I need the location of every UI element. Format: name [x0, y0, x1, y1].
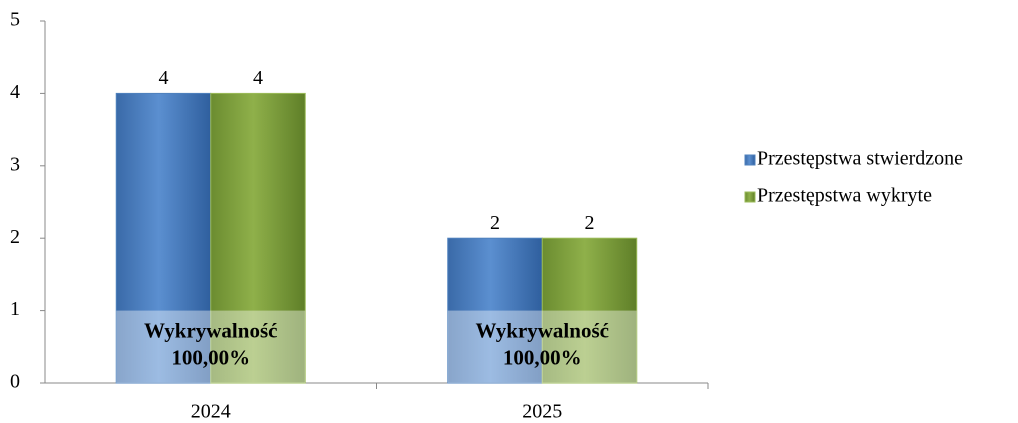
- annotation: 100,00%: [503, 345, 582, 369]
- bar: [447, 237, 543, 384]
- annotation: Wykrywalność: [476, 318, 609, 342]
- bar: [541, 237, 638, 384]
- legend-swatch: [744, 154, 756, 166]
- y-tick-label: 0: [10, 371, 20, 393]
- annotation-box: [116, 310, 306, 383]
- x-tick-label: 2025: [522, 401, 562, 423]
- legend-label: Przestępstwa wykryte: [757, 185, 932, 207]
- legend-swatch: [744, 191, 756, 203]
- annotation: 100,00%: [171, 345, 250, 369]
- y-tick-label: 5: [10, 9, 20, 31]
- data-label: 2: [490, 212, 500, 234]
- annotation-box: [447, 310, 637, 383]
- data-label: 4: [253, 67, 263, 89]
- y-tick-label: 1: [10, 298, 20, 320]
- annotation: Wykrywalność: [144, 318, 277, 342]
- y-tick-label: 3: [10, 153, 20, 175]
- x-tick-label: 2024: [191, 401, 231, 423]
- data-label: 4: [159, 67, 169, 89]
- y-tick-label: 2: [10, 226, 20, 248]
- legend-label: Przestępstwa stwierdzone: [757, 148, 963, 170]
- bar: [210, 92, 306, 384]
- data-label: 2: [585, 212, 595, 234]
- y-tick-label: 4: [10, 81, 20, 103]
